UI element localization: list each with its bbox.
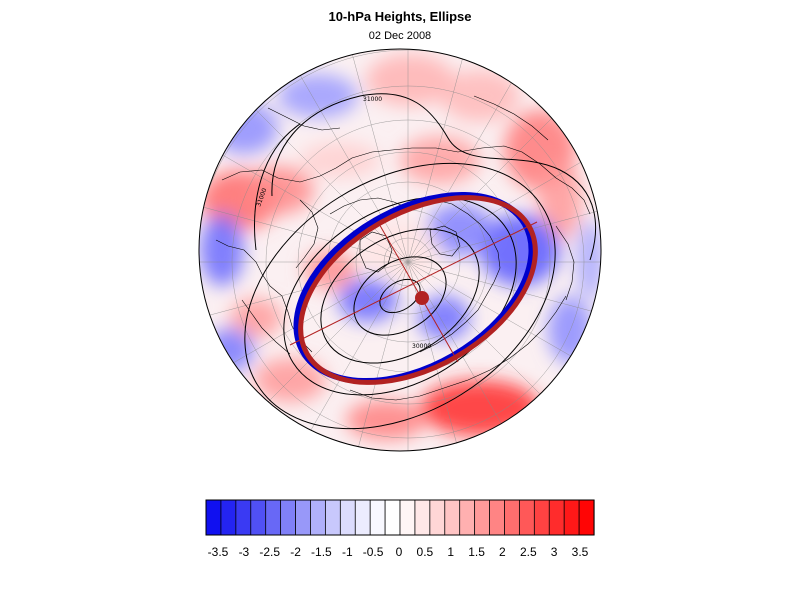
colorbar-swatch <box>250 499 267 536</box>
colorbar-swatch <box>265 499 282 536</box>
anomaly-blob <box>440 70 520 122</box>
contour-label-1: 31000 <box>363 96 382 103</box>
colorbar-tick-label: -1 <box>342 545 353 559</box>
anomaly-blob <box>346 400 426 440</box>
colorbar-swatch <box>339 499 356 536</box>
colorbar-tick-label: 0.5 <box>417 545 434 559</box>
anomaly-blob <box>338 278 398 322</box>
colorbar-swatch <box>533 499 550 536</box>
colorbar-swatch <box>205 499 222 536</box>
colorbar-swatch <box>384 499 401 536</box>
height-contours <box>244 93 596 430</box>
anomaly-blob <box>278 74 358 118</box>
colorbar-labels: -3.5 -3 -2.5 -2 -1.5 -1 -0.5 0 0.5 1 1.5 2 2.5 3 3.5 <box>208 545 589 559</box>
globe-outline <box>198 48 602 452</box>
ellipse-center <box>415 291 429 305</box>
colorbar-tick-label: 2 <box>499 545 506 559</box>
colorbar-swatch <box>578 499 595 536</box>
height-contour <box>320 228 480 364</box>
colorbar-swatch <box>444 499 461 536</box>
colorbar-swatch <box>414 499 431 536</box>
colorbar-tick-label: 3.5 <box>572 545 589 559</box>
anomaly-blob <box>426 204 494 256</box>
height-contour <box>283 196 517 396</box>
colorbar-swatch <box>474 499 491 536</box>
colorbar-swatch <box>369 499 386 536</box>
meridian-line <box>199 261 409 330</box>
height-contour <box>254 123 301 251</box>
colorbar-tick-label: -2 <box>290 545 301 559</box>
colorbar-tick-label: -1.5 <box>311 545 332 559</box>
map-date: 02 Dec 2008 <box>368 30 432 42</box>
ellipse-minor-axis <box>377 221 459 363</box>
colorbar-swatch <box>295 499 312 536</box>
colorbar-tick-label: 1.5 <box>468 545 485 559</box>
colorbar-tick-label: -3 <box>239 545 250 559</box>
colorbar-swatch <box>518 499 535 536</box>
colorbar-swatch <box>220 499 237 536</box>
colorbar-swatch <box>429 499 446 536</box>
meridian-line <box>199 194 409 263</box>
colorbar-tick-label: 1 <box>447 545 454 559</box>
colorbar-swatch <box>235 499 252 536</box>
height-contour <box>271 93 596 261</box>
meridian-line <box>407 194 601 263</box>
colorbar-boxes <box>205 499 595 536</box>
colorbar-swatch <box>354 499 371 536</box>
colorbar-swatch <box>310 499 326 536</box>
colorbar-tick-label: -2.5 <box>259 545 280 559</box>
anomaly-blob <box>366 54 454 106</box>
colorbar-swatch <box>548 499 565 536</box>
meridian-line <box>340 261 409 451</box>
colorbar-tick-label: -3.5 <box>208 545 229 559</box>
colorbar-tick-label: -0.5 <box>363 545 384 559</box>
colorbar-swatch <box>399 499 416 536</box>
anomaly-blob <box>418 296 470 340</box>
anomaly-blob <box>300 142 380 178</box>
contour-label-3: 30000 <box>412 343 431 350</box>
colorbar-swatch <box>489 499 506 536</box>
height-contour <box>244 162 556 430</box>
anomaly-blob <box>200 214 244 286</box>
colorbar-swatch <box>563 499 580 536</box>
colorbar-tick-label: 3 <box>551 545 558 559</box>
map-title: 10-hPa Heights, Ellipse <box>328 9 472 24</box>
height-contour <box>379 278 421 314</box>
colorbar-swatch <box>280 499 297 536</box>
meridian-line <box>407 261 601 330</box>
colorbar-tick-label: 2.5 <box>520 545 537 559</box>
anomaly-blob <box>230 298 282 338</box>
colorbar-swatch <box>504 499 520 536</box>
colorbar-frame <box>205 499 595 536</box>
colorbar-tick-label: 0 <box>396 545 403 559</box>
colorbar-swatch <box>324 499 341 536</box>
colorbar-swatch <box>459 499 476 536</box>
